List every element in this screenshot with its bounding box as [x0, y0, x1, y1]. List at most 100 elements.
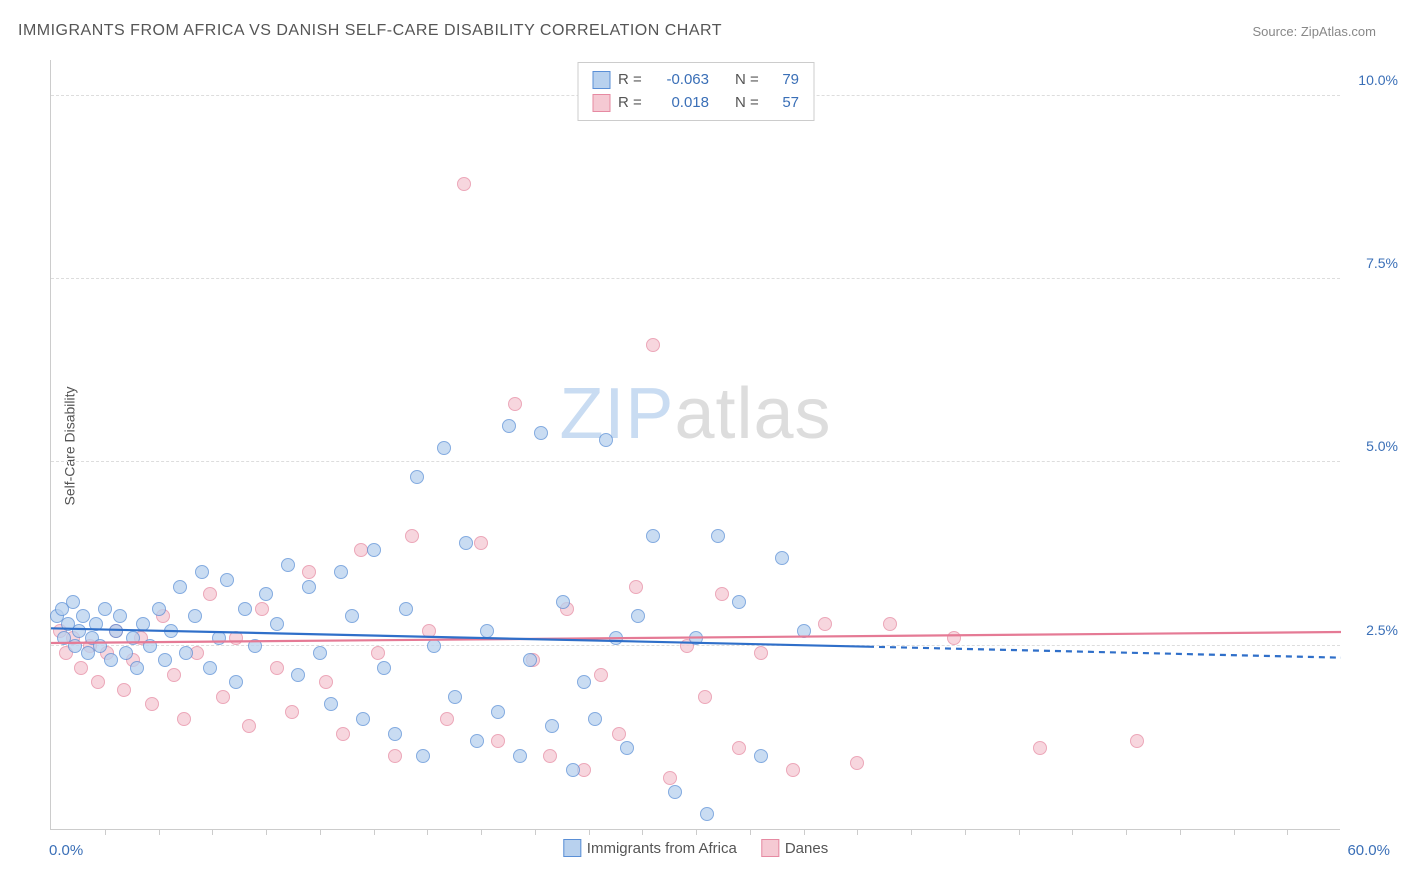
x-tick	[1072, 829, 1073, 835]
scatter-point-africa	[164, 624, 178, 638]
legend-label: Immigrants from Africa	[587, 840, 737, 857]
scatter-point-africa	[158, 653, 172, 667]
x-tick	[212, 829, 213, 835]
scatter-point-danes	[947, 631, 961, 645]
scatter-point-africa	[143, 639, 157, 653]
x-tick	[481, 829, 482, 835]
x-tick	[965, 829, 966, 835]
y-tick-label: 10.0%	[1358, 72, 1398, 88]
scatter-point-danes	[422, 624, 436, 638]
scatter-point-africa	[513, 749, 527, 763]
scatter-point-africa	[700, 807, 714, 821]
scatter-point-africa	[76, 609, 90, 623]
scatter-point-africa	[416, 749, 430, 763]
x-tick	[750, 829, 751, 835]
series-legend: Immigrants from AfricaDanes	[563, 839, 828, 857]
scatter-point-africa	[523, 653, 537, 667]
scatter-point-africa	[566, 763, 580, 777]
scatter-point-danes	[319, 675, 333, 689]
scatter-point-africa	[203, 661, 217, 675]
legend-n-label: N =	[735, 92, 763, 115]
legend-r-label: R =	[618, 69, 646, 92]
scatter-point-africa	[388, 727, 402, 741]
scatter-point-africa	[66, 595, 80, 609]
scatter-point-danes	[818, 617, 832, 631]
scatter-point-danes	[302, 565, 316, 579]
scatter-point-danes	[74, 661, 88, 675]
scatter-point-africa	[599, 433, 613, 447]
scatter-point-danes	[612, 727, 626, 741]
x-tick	[1019, 829, 1020, 835]
scatter-point-africa	[646, 529, 660, 543]
scatter-point-africa	[152, 602, 166, 616]
scatter-point-danes	[388, 749, 402, 763]
scatter-point-africa	[711, 529, 725, 543]
legend-r-value: -0.063	[654, 69, 709, 92]
plot-area: ZIPatlas R =-0.063N =79R =0.018N =57 Imm…	[50, 60, 1340, 830]
scatter-point-africa	[609, 631, 623, 645]
scatter-point-africa	[577, 675, 591, 689]
x-tick	[857, 829, 858, 835]
scatter-point-africa	[238, 602, 252, 616]
scatter-point-africa	[775, 551, 789, 565]
scatter-point-danes	[354, 543, 368, 557]
x-axis-max-label: 60.0%	[1347, 842, 1390, 859]
scatter-point-danes	[91, 675, 105, 689]
watermark-atlas: atlas	[674, 374, 831, 454]
x-tick	[535, 829, 536, 835]
scatter-point-danes	[883, 617, 897, 631]
scatter-point-africa	[545, 719, 559, 733]
legend-swatch	[592, 71, 610, 89]
legend-n-value: 57	[771, 92, 799, 115]
scatter-point-danes	[698, 690, 712, 704]
scatter-point-africa	[345, 609, 359, 623]
gridline	[51, 461, 1340, 462]
scatter-point-danes	[1033, 741, 1047, 755]
scatter-point-danes	[754, 646, 768, 660]
scatter-point-danes	[543, 749, 557, 763]
source-value: ZipAtlas.com	[1301, 24, 1376, 39]
scatter-point-africa	[229, 675, 243, 689]
scatter-point-danes	[177, 712, 191, 726]
scatter-point-danes	[508, 397, 522, 411]
scatter-point-danes	[850, 756, 864, 770]
scatter-point-africa	[68, 639, 82, 653]
scatter-point-danes	[786, 763, 800, 777]
scatter-point-africa	[732, 595, 746, 609]
scatter-point-africa	[754, 749, 768, 763]
scatter-point-danes	[405, 529, 419, 543]
scatter-point-africa	[399, 602, 413, 616]
scatter-point-africa	[179, 646, 193, 660]
scatter-point-danes	[371, 646, 385, 660]
scatter-point-africa	[270, 617, 284, 631]
scatter-point-africa	[588, 712, 602, 726]
scatter-point-danes	[629, 580, 643, 594]
scatter-point-africa	[89, 617, 103, 631]
scatter-point-danes	[491, 734, 505, 748]
scatter-point-africa	[195, 565, 209, 579]
x-tick	[804, 829, 805, 835]
scatter-point-africa	[113, 609, 127, 623]
legend-item: Immigrants from Africa	[563, 839, 737, 857]
scatter-point-africa	[109, 624, 123, 638]
scatter-point-africa	[130, 661, 144, 675]
scatter-point-africa	[136, 617, 150, 631]
scatter-point-africa	[119, 646, 133, 660]
scatter-point-africa	[689, 631, 703, 645]
scatter-point-africa	[81, 646, 95, 660]
scatter-point-danes	[203, 587, 217, 601]
scatter-point-danes	[1130, 734, 1144, 748]
scatter-point-danes	[474, 536, 488, 550]
scatter-point-danes	[242, 719, 256, 733]
scatter-point-africa	[427, 639, 441, 653]
scatter-point-africa	[459, 536, 473, 550]
scatter-point-africa	[668, 785, 682, 799]
scatter-point-africa	[534, 426, 548, 440]
correlation-legend: R =-0.063N =79R =0.018N =57	[577, 62, 814, 121]
scatter-point-africa	[377, 661, 391, 675]
scatter-point-africa	[491, 705, 505, 719]
scatter-point-danes	[167, 668, 181, 682]
x-tick	[374, 829, 375, 835]
scatter-point-africa	[212, 631, 226, 645]
x-tick	[1126, 829, 1127, 835]
